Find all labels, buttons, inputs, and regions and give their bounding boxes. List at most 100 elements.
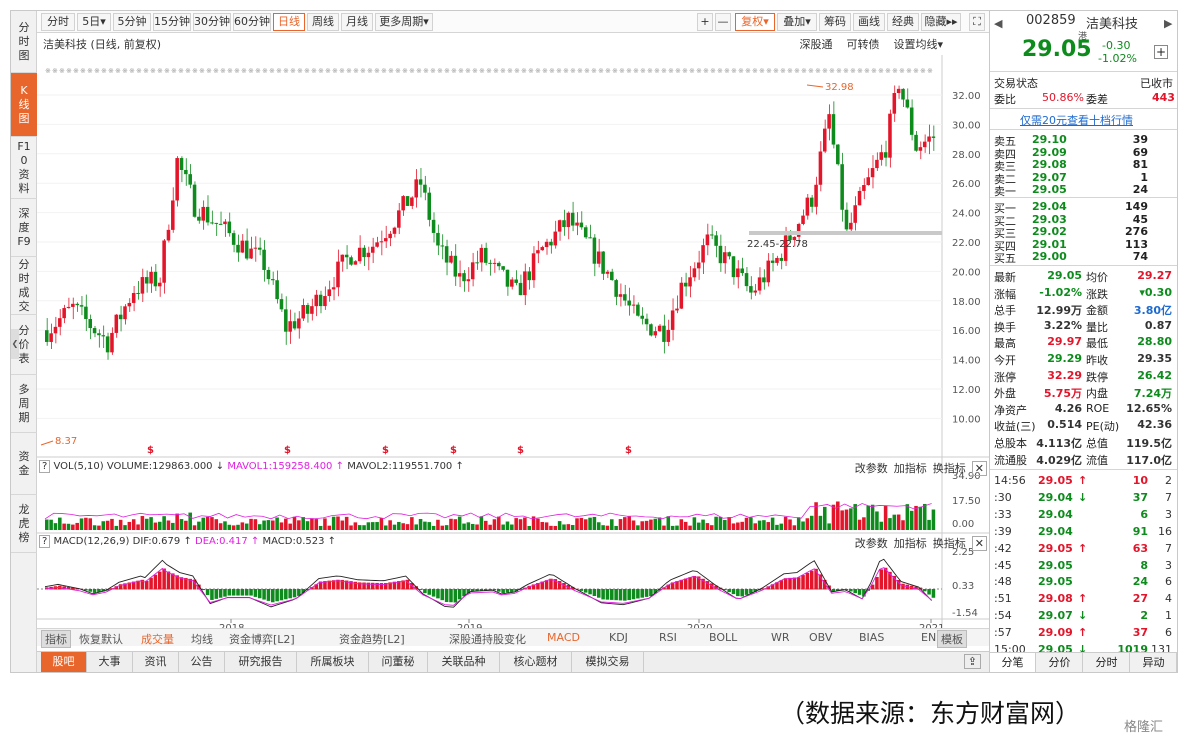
quote-tab-3[interactable]: 异动 (1131, 653, 1177, 672)
volume-title: ? VOL(5,10) VOLUME:129863.000 ↓ MAVOL1:1… (39, 460, 464, 473)
deal-marker: ※ (199, 67, 205, 75)
volume-opt-0[interactable]: 改参数 (854, 462, 888, 475)
macd-opt-0[interactable]: 改参数 (854, 537, 888, 550)
price-tick-label: 28.00 (952, 150, 981, 161)
nav-item-2[interactable]: F10资料 (11, 137, 37, 199)
bottom-tab-8[interactable]: 核心题材 (500, 652, 572, 672)
macd-opt-2[interactable]: 换指标 (932, 537, 966, 550)
indicator-tab-9[interactable]: RSI (659, 631, 677, 644)
deal-marker: ※ (507, 67, 513, 75)
mavol1-value: MAVOL1:159258.400 (227, 461, 333, 472)
volume-opt-2[interactable]: 换指标 (932, 462, 966, 475)
nav-item-8[interactable]: 龙虎榜 (11, 495, 37, 553)
indicator-tab-5[interactable]: 资金趋势[L2] (339, 633, 405, 646)
macd-opt-1[interactable]: 加指标 (893, 537, 927, 550)
period-btn-9[interactable]: 更多周期▾ (375, 13, 433, 31)
indicator-tab-6[interactable]: 深股通持股变化 (449, 633, 526, 646)
dividend-marker[interactable]: $ (382, 445, 389, 456)
nav-item-1[interactable]: K线图 (11, 73, 37, 137)
indicator-tab-4[interactable]: 资金博弈[L2] (229, 633, 295, 646)
toolbar-right-4[interactable]: 经典 (887, 13, 919, 31)
kline-option-2[interactable]: 设置均线▾ (893, 38, 943, 51)
bottom-tab-1[interactable]: 大事 (87, 652, 133, 672)
dividend-marker[interactable]: $ (450, 445, 457, 456)
quote-tab-0[interactable]: 分笔 (990, 653, 1036, 672)
macd-bar (714, 585, 718, 590)
help-icon[interactable]: ? (39, 535, 51, 548)
indicator-tab-12[interactable]: OBV (809, 631, 833, 644)
zoom-in-button[interactable]: + (697, 13, 713, 31)
collapse-left-icon[interactable]: ❮ (11, 329, 19, 359)
volume-bar (657, 517, 662, 530)
indicator-tab-8[interactable]: KDJ (609, 631, 628, 644)
volume-opt-1[interactable]: 加指标 (893, 462, 927, 475)
add-watchlist-button[interactable]: + (1154, 45, 1168, 59)
bottom-tab-2[interactable]: 资讯 (133, 652, 179, 672)
period-btn-4[interactable]: 30分钟 (193, 13, 231, 31)
dividend-marker[interactable]: $ (517, 445, 524, 456)
chart-canvas[interactable]: 32.00 30.00 28.00 26.00 24.00 22.00 20.00 18.00… (37, 33, 989, 653)
expand-icon[interactable]: ⛶ (969, 13, 985, 31)
nav-item-6[interactable]: 多周期 (11, 375, 37, 433)
dividend-marker[interactable]: $ (284, 445, 291, 456)
indicator-tab-1[interactable]: 恢复默认 (79, 633, 123, 646)
volume-bar (605, 525, 610, 530)
toolbar-right-3[interactable]: 画线 (853, 13, 885, 31)
period-btn-2[interactable]: 5分钟 (113, 13, 151, 31)
nav-item-5[interactable]: 分价表 (11, 315, 37, 375)
period-btn-3[interactable]: 15分钟 (153, 13, 191, 31)
dividend-marker[interactable]: $ (147, 445, 154, 456)
period-btn-0[interactable]: 分时 (41, 13, 75, 31)
indicator-tab-2[interactable]: 成交量 (141, 633, 174, 646)
period-btn-7[interactable]: 周线 (307, 13, 339, 31)
tick-time: :48 (994, 575, 1012, 589)
nav-item-4[interactable]: 分时成交 (11, 257, 37, 315)
indicator-tab-13[interactable]: BIAS (859, 631, 885, 644)
bottom-tab-3[interactable]: 公告 (179, 652, 225, 672)
quote-tab-1[interactable]: 分价 (1037, 653, 1083, 672)
bottom-tab-5[interactable]: 所属板块 (297, 652, 369, 672)
bottom-tab-7[interactable]: 关联品种 (428, 652, 500, 672)
macd-bar (514, 589, 518, 592)
toolbar-right-5[interactable]: 隐藏▸▸ (921, 13, 961, 31)
macd-bar (605, 589, 610, 600)
bottom-tab-4[interactable]: 研究报告 (225, 652, 297, 672)
deal-marker: ※ (45, 67, 51, 75)
period-btn-1[interactable]: 5日▾ (77, 13, 111, 31)
candle-body (162, 240, 166, 283)
help-icon[interactable]: ? (39, 460, 51, 473)
period-btn-8[interactable]: 月线 (341, 13, 373, 31)
candle-body (75, 303, 79, 306)
deal-marker: ※ (311, 67, 317, 75)
toolbar-right-0[interactable]: 复权▾ (735, 13, 775, 31)
quote-tab-2[interactable]: 分时 (1084, 653, 1130, 672)
indicator-tab-10[interactable]: BOLL (709, 631, 738, 644)
level2-link[interactable]: 仅需20元查看十档行情 (1020, 114, 1133, 127)
kline-option-1[interactable]: 可转债 (846, 38, 880, 51)
toolbar-right-1[interactable]: 叠加▾ (777, 13, 817, 31)
deal-marker: ※ (584, 67, 590, 75)
nav-item-7[interactable]: 资金 (11, 433, 37, 495)
nav-item-3[interactable]: 深度F9 (11, 199, 37, 257)
indicator-tab-7[interactable]: MACD (547, 631, 580, 644)
kline-option-0[interactable]: 深股通 (799, 38, 833, 51)
indicator-tab-11[interactable]: WR (771, 631, 790, 644)
export-icon[interactable]: ⇪ (963, 654, 981, 669)
bottom-tab-6[interactable]: 问董秘 (369, 652, 428, 672)
period-btn-5[interactable]: 60分钟 (233, 13, 271, 31)
bottom-tab-0[interactable]: 股吧 (41, 652, 87, 672)
dividend-marker[interactable]: $ (625, 445, 632, 456)
indicator-tab-19[interactable]: 模板 (937, 630, 967, 648)
zoom-out-button[interactable]: — (715, 13, 731, 31)
close-icon[interactable]: ✕ (971, 536, 987, 551)
indicator-tab-3[interactable]: 均线 (191, 633, 213, 646)
nav-item-0[interactable]: 分时图 (11, 11, 37, 73)
deal-marker: ※ (465, 67, 471, 75)
next-stock-icon[interactable]: ▶ (1164, 17, 1173, 30)
period-btn-6[interactable]: 日线 (273, 13, 305, 31)
close-icon[interactable]: ✕ (971, 461, 987, 476)
toolbar-right-2[interactable]: 筹码 (819, 13, 851, 31)
prev-stock-icon[interactable]: ◀ (994, 17, 1003, 30)
indicator-tab-0[interactable]: 指标 (41, 630, 71, 648)
bottom-tab-9[interactable]: 模拟交易 (572, 652, 644, 672)
